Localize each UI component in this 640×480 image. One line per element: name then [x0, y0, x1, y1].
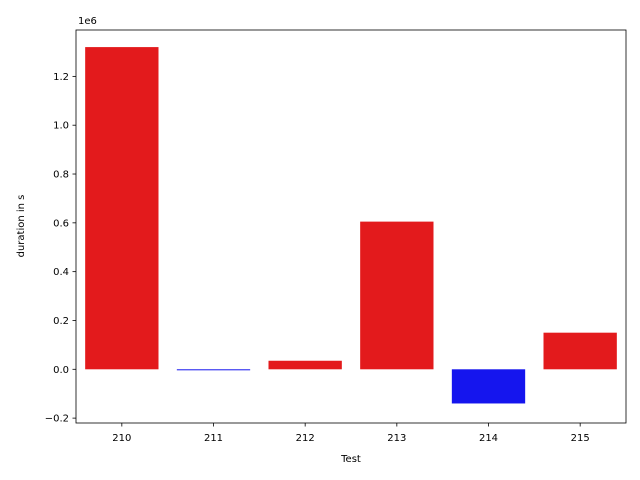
- bar-215: [543, 332, 617, 370]
- bars-group: [85, 47, 617, 404]
- bar-213: [360, 221, 434, 370]
- y-tick-label: 1.0: [53, 121, 69, 132]
- y-ticks-group: −0.2 0.0 0.2 0.4 0.6 0.8 1.0 1.2: [45, 72, 76, 425]
- y-offset-text: 1e6: [78, 16, 97, 27]
- x-tick-label: 215: [571, 433, 590, 444]
- y-tick-label: 0.2: [53, 316, 69, 327]
- bar-212: [268, 360, 342, 370]
- y-tick-label: 0.6: [53, 218, 69, 229]
- y-tick-label: 0.8: [53, 170, 69, 181]
- y-tick-label: 0.4: [53, 267, 69, 278]
- y-axis-label: duration in s: [16, 195, 27, 258]
- y-tick-label: 1.2: [53, 72, 69, 83]
- plot-frame: [75, 29, 627, 424]
- bar-210: [85, 47, 159, 370]
- x-tick-label: 210: [112, 433, 131, 444]
- y-tick-label: 0.0: [53, 365, 69, 376]
- x-tick-label: 214: [479, 433, 498, 444]
- bar-211: [176, 369, 251, 371]
- x-ticks-group: 210 211 212 213 214 215: [112, 423, 590, 444]
- x-tick-label: 213: [387, 433, 406, 444]
- y-tick-label: −0.2: [45, 414, 69, 425]
- x-axis-label: Test: [340, 454, 361, 465]
- x-tick-label: 212: [296, 433, 315, 444]
- x-tick-label: 211: [204, 433, 223, 444]
- bar-214: [451, 369, 526, 404]
